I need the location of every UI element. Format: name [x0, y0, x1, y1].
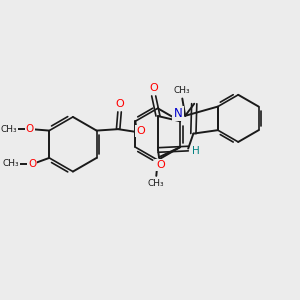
Text: O: O: [136, 126, 145, 136]
Text: O: O: [156, 160, 165, 170]
Text: H: H: [192, 146, 200, 156]
Text: O: O: [115, 99, 124, 109]
Text: O: O: [149, 83, 158, 93]
Text: O: O: [26, 124, 34, 134]
Text: CH₃: CH₃: [0, 125, 17, 134]
Text: O: O: [28, 159, 36, 169]
Text: CH₃: CH₃: [174, 86, 190, 95]
Text: N: N: [174, 107, 182, 120]
Text: CH₃: CH₃: [2, 159, 19, 168]
Text: CH₃: CH₃: [148, 179, 165, 188]
